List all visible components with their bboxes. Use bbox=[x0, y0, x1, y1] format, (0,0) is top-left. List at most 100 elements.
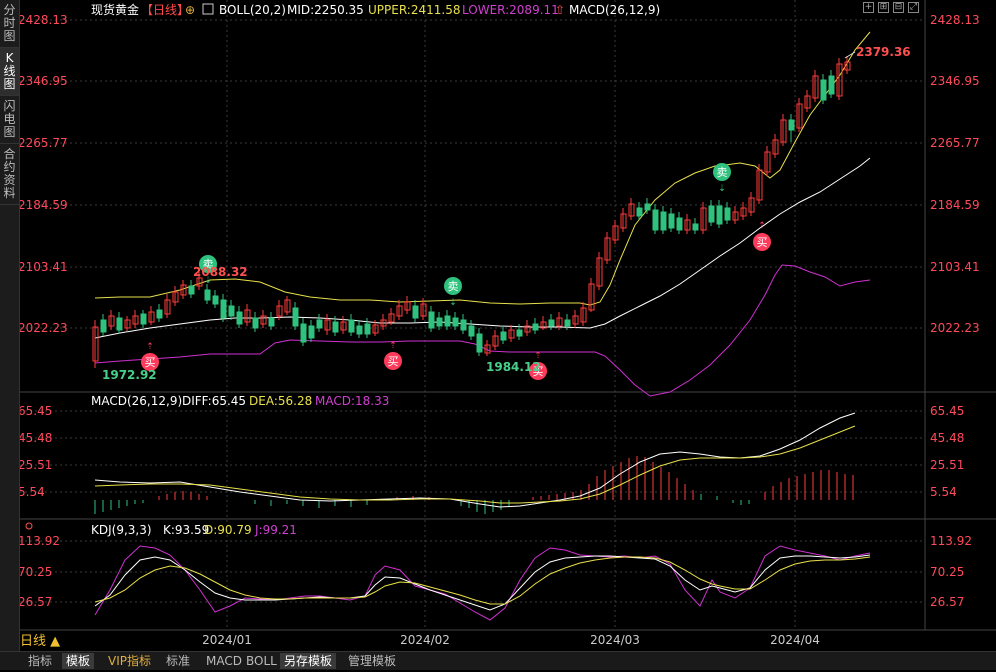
svg-text:卖: 卖 bbox=[203, 258, 214, 271]
chart-area: 买 ⇡ 买 ⇡ 买 ⇡ 买 ⇡ 卖 ⇣ 卖 ⇣ 卖 ⇣ 2379.36 1972… bbox=[18, 0, 996, 669]
svg-text:2265.77: 2265.77 bbox=[20, 136, 68, 150]
svg-text:25.51: 25.51 bbox=[930, 458, 964, 472]
svg-text:买: 买 bbox=[388, 355, 399, 368]
svg-text:45.48: 45.48 bbox=[930, 431, 964, 445]
sell-signal-marker: 卖 ⇣ bbox=[444, 277, 462, 308]
svg-text:26.57: 26.57 bbox=[930, 595, 964, 609]
svg-text:⇣: ⇣ bbox=[449, 298, 457, 308]
boll-button[interactable]: BOLL bbox=[246, 654, 277, 668]
svg-text:45.48: 45.48 bbox=[20, 431, 52, 445]
macd-diff-line bbox=[94, 412, 856, 508]
price-axis: 2428.13 2346.95 2265.77 2184.59 2103.41 … bbox=[930, 13, 980, 335]
high-price-label: 2379.36 bbox=[856, 45, 911, 59]
svg-text:65.45: 65.45 bbox=[930, 404, 964, 418]
kdj-legend: KDJ(9,3,3) K:93.59 D:90.79 J:99.21 bbox=[25, 522, 297, 537]
svg-text:2022.23: 2022.23 bbox=[20, 321, 68, 335]
svg-text:UPPER:2411.58: UPPER:2411.58 bbox=[368, 3, 460, 17]
svg-text:⇡: ⇡ bbox=[389, 341, 397, 351]
svg-text:113.92: 113.92 bbox=[20, 534, 60, 548]
svg-text:MACD:18.33: MACD:18.33 bbox=[315, 394, 389, 408]
svg-text:D:90.79: D:90.79 bbox=[204, 523, 252, 537]
svg-text:DIFF:65.45: DIFF:65.45 bbox=[182, 394, 246, 408]
boll-mid-line bbox=[94, 157, 871, 339]
indicator-button[interactable]: 指标 bbox=[28, 654, 53, 668]
split-icon[interactable]: ⊟ bbox=[893, 2, 904, 13]
add-indicator-icon[interactable]: ⊕ bbox=[185, 3, 195, 17]
macd-button[interactable]: MACD bbox=[206, 654, 242, 668]
svg-text:2024/02: 2024/02 bbox=[400, 633, 450, 647]
svg-text:2346.95: 2346.95 bbox=[930, 74, 980, 88]
svg-text:MID:2250.35: MID:2250.35 bbox=[287, 3, 364, 17]
buy-signal-marker: 买 ⇡ bbox=[384, 341, 402, 370]
svg-text:BOLL(20,2): BOLL(20,2) bbox=[219, 3, 286, 17]
svg-text:2184.59: 2184.59 bbox=[930, 198, 980, 212]
svg-text:⇣: ⇣ bbox=[204, 276, 212, 286]
svg-text:2428.13: 2428.13 bbox=[930, 13, 980, 27]
svg-text:65.45: 65.45 bbox=[20, 404, 52, 418]
low-price-label-2: 1984.12 bbox=[486, 360, 541, 374]
vip-indicator-button[interactable]: VIP指标 bbox=[108, 654, 151, 668]
expand-icon[interactable]: ⊞ bbox=[878, 2, 889, 13]
fullscreen-icon[interactable]: ⤢ bbox=[908, 2, 919, 13]
svg-text:J:99.21: J:99.21 bbox=[254, 523, 297, 537]
svg-text:卖: 卖 bbox=[448, 280, 459, 293]
svg-text:⇡: ⇡ bbox=[146, 342, 154, 352]
crosshair-icon[interactable]: + bbox=[863, 2, 874, 13]
indicator-switch-icon[interactable]: ⇧ bbox=[555, 3, 565, 17]
macd-legend: MACD(26,12,9) DIFF:65.45 DEA:56.28 MACD:… bbox=[91, 394, 389, 408]
macd-axis: 65.45 45.48 25.51 5.54 bbox=[930, 404, 964, 499]
sell-signal-marker: 卖 ⇣ bbox=[199, 255, 217, 286]
kdj-axis-left: 113.92 70.25 26.57 bbox=[18, 534, 60, 609]
kdj-d-line bbox=[94, 556, 871, 605]
buy-signal-marker: 买 ⇡ bbox=[141, 342, 159, 371]
period-tag: 【日线】 bbox=[141, 3, 189, 17]
kdj-j-line bbox=[94, 545, 871, 621]
svg-text:买: 买 bbox=[757, 236, 768, 249]
save-template-button[interactable]: 另存模板 bbox=[280, 653, 337, 669]
svg-text:26.57: 26.57 bbox=[20, 595, 52, 609]
svg-text:5.54: 5.54 bbox=[20, 485, 45, 499]
boll-lower-line bbox=[94, 264, 871, 397]
kdj-k-line bbox=[94, 554, 871, 611]
buy-signal-marker: 买 ⇡ bbox=[753, 221, 771, 251]
macd-axis-left: 65.45 45.48 25.51 5.54 bbox=[18, 404, 52, 499]
svg-text:MACD(26,12,9): MACD(26,12,9) bbox=[91, 394, 182, 408]
svg-text:70.25: 70.25 bbox=[930, 565, 964, 579]
svg-text:2024/03: 2024/03 bbox=[590, 633, 640, 647]
svg-text:买: 买 bbox=[145, 356, 156, 369]
svg-text:2024/01: 2024/01 bbox=[202, 633, 252, 647]
sell-signal-marker: 卖 ⇣ bbox=[713, 163, 731, 194]
period-selector[interactable]: 日线 ▲ bbox=[20, 634, 61, 649]
svg-text:DEA:56.28: DEA:56.28 bbox=[249, 394, 312, 408]
tab-contract-info[interactable]: 合约资料 bbox=[0, 144, 19, 205]
svg-text:⇡: ⇡ bbox=[758, 221, 766, 231]
buy-signal-marker: 买 ⇡ bbox=[529, 351, 547, 380]
candlestick-series bbox=[92, 56, 851, 368]
svg-text:70.25: 70.25 bbox=[20, 565, 52, 579]
price-legend: 现货黄金 【日线】 ⊕ BOLL(20,2) MID:2250.35 UPPER… bbox=[91, 2, 660, 17]
svg-text:2265.77: 2265.77 bbox=[930, 136, 980, 150]
macd-switch[interactable]: MACD(26,12,9) bbox=[569, 3, 660, 17]
macd-dea-line bbox=[94, 425, 856, 504]
boll-upper-line bbox=[94, 31, 871, 306]
svg-text:卖: 卖 bbox=[717, 166, 728, 179]
kdj-settings-icon[interactable] bbox=[25, 522, 33, 530]
svg-text:2022.23: 2022.23 bbox=[930, 321, 980, 335]
tab-flash[interactable]: 闪电图 bbox=[0, 96, 19, 144]
local-high-label: 2088.32 bbox=[193, 265, 248, 279]
svg-text:25.51: 25.51 bbox=[20, 458, 52, 472]
manage-template-button[interactable]: 管理模板 bbox=[348, 654, 397, 668]
standard-button[interactable]: 标准 bbox=[166, 654, 191, 668]
template-button[interactable]: 模板 bbox=[62, 653, 95, 669]
svg-text:LOWER:2089.11: LOWER:2089.11 bbox=[462, 3, 559, 17]
svg-text:113.92: 113.92 bbox=[930, 534, 972, 548]
svg-text:2024/04: 2024/04 bbox=[770, 633, 820, 647]
low-price-label: 1972.92 bbox=[102, 368, 157, 382]
svg-text:K:93.59: K:93.59 bbox=[163, 523, 209, 537]
tab-timeshare[interactable]: 分时图 bbox=[0, 0, 19, 48]
chart-config-icon[interactable] bbox=[202, 3, 214, 15]
price-axis-left: 2428.13 2346.95 2265.77 2184.59 2103.41 … bbox=[18, 13, 68, 335]
svg-text:5.54: 5.54 bbox=[930, 485, 957, 499]
